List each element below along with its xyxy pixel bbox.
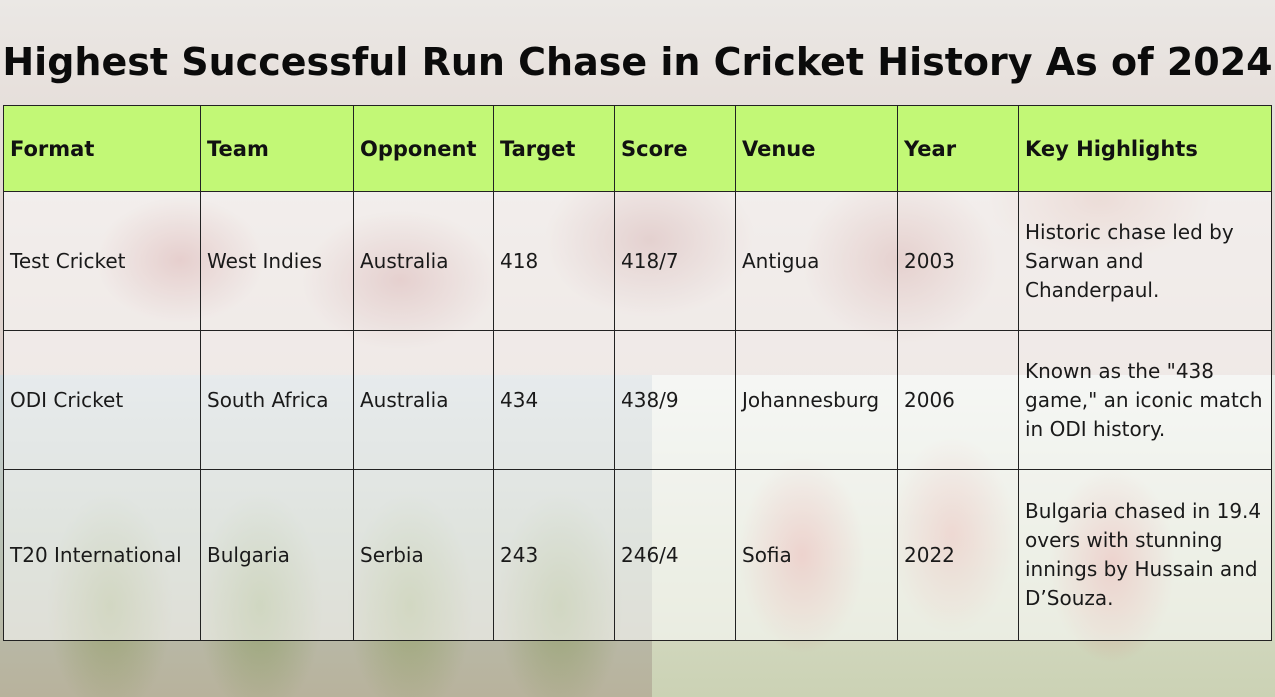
cell-venue: Johannesburg <box>735 330 898 470</box>
cell-target: 434 <box>493 330 615 470</box>
cell-target: 418 <box>493 191 615 331</box>
cell-score: 418/7 <box>614 191 736 331</box>
page-title: Highest Successful Run Chase in Cricket … <box>2 40 1273 84</box>
cell-opponent: Australia <box>353 191 494 331</box>
cell-score: 246/4 <box>614 469 736 641</box>
header-target: Target <box>493 105 615 192</box>
header-venue: Venue <box>735 105 898 192</box>
cell-team: Bulgaria <box>200 469 354 641</box>
table-row: ODI Cricket South Africa Australia 434 4… <box>3 330 1272 470</box>
cell-format: T20 International <box>3 469 201 641</box>
cell-key-highlights: Known as the "438 game," an iconic match… <box>1018 330 1272 470</box>
cell-target: 243 <box>493 469 615 641</box>
run-chase-table: Format Team Opponent Target Score Venue … <box>3 105 1272 641</box>
cell-team: South Africa <box>200 330 354 470</box>
cell-format: Test Cricket <box>3 191 201 331</box>
header-team: Team <box>200 105 354 192</box>
cell-key-highlights: Bulgaria chased in 19.4 overs with stunn… <box>1018 469 1272 641</box>
header-opponent: Opponent <box>353 105 494 192</box>
cell-year: 2003 <box>897 191 1019 331</box>
cell-year: 2006 <box>897 330 1019 470</box>
table-header-row: Format Team Opponent Target Score Venue … <box>3 105 1272 192</box>
table-row: Test Cricket West Indies Australia 418 4… <box>3 191 1272 331</box>
cell-format: ODI Cricket <box>3 330 201 470</box>
cell-year: 2022 <box>897 469 1019 641</box>
header-year: Year <box>897 105 1019 192</box>
cell-opponent: Serbia <box>353 469 494 641</box>
header-score: Score <box>614 105 736 192</box>
cell-score: 438/9 <box>614 330 736 470</box>
cell-key-highlights: Historic chase led by Sarwan and Chander… <box>1018 191 1272 331</box>
cell-venue: Antigua <box>735 191 898 331</box>
cell-team: West Indies <box>200 191 354 331</box>
header-format: Format <box>3 105 201 192</box>
table-row: T20 International Bulgaria Serbia 243 24… <box>3 469 1272 641</box>
header-key-highlights: Key Highlights <box>1018 105 1272 192</box>
cell-opponent: Australia <box>353 330 494 470</box>
cell-venue: Sofia <box>735 469 898 641</box>
